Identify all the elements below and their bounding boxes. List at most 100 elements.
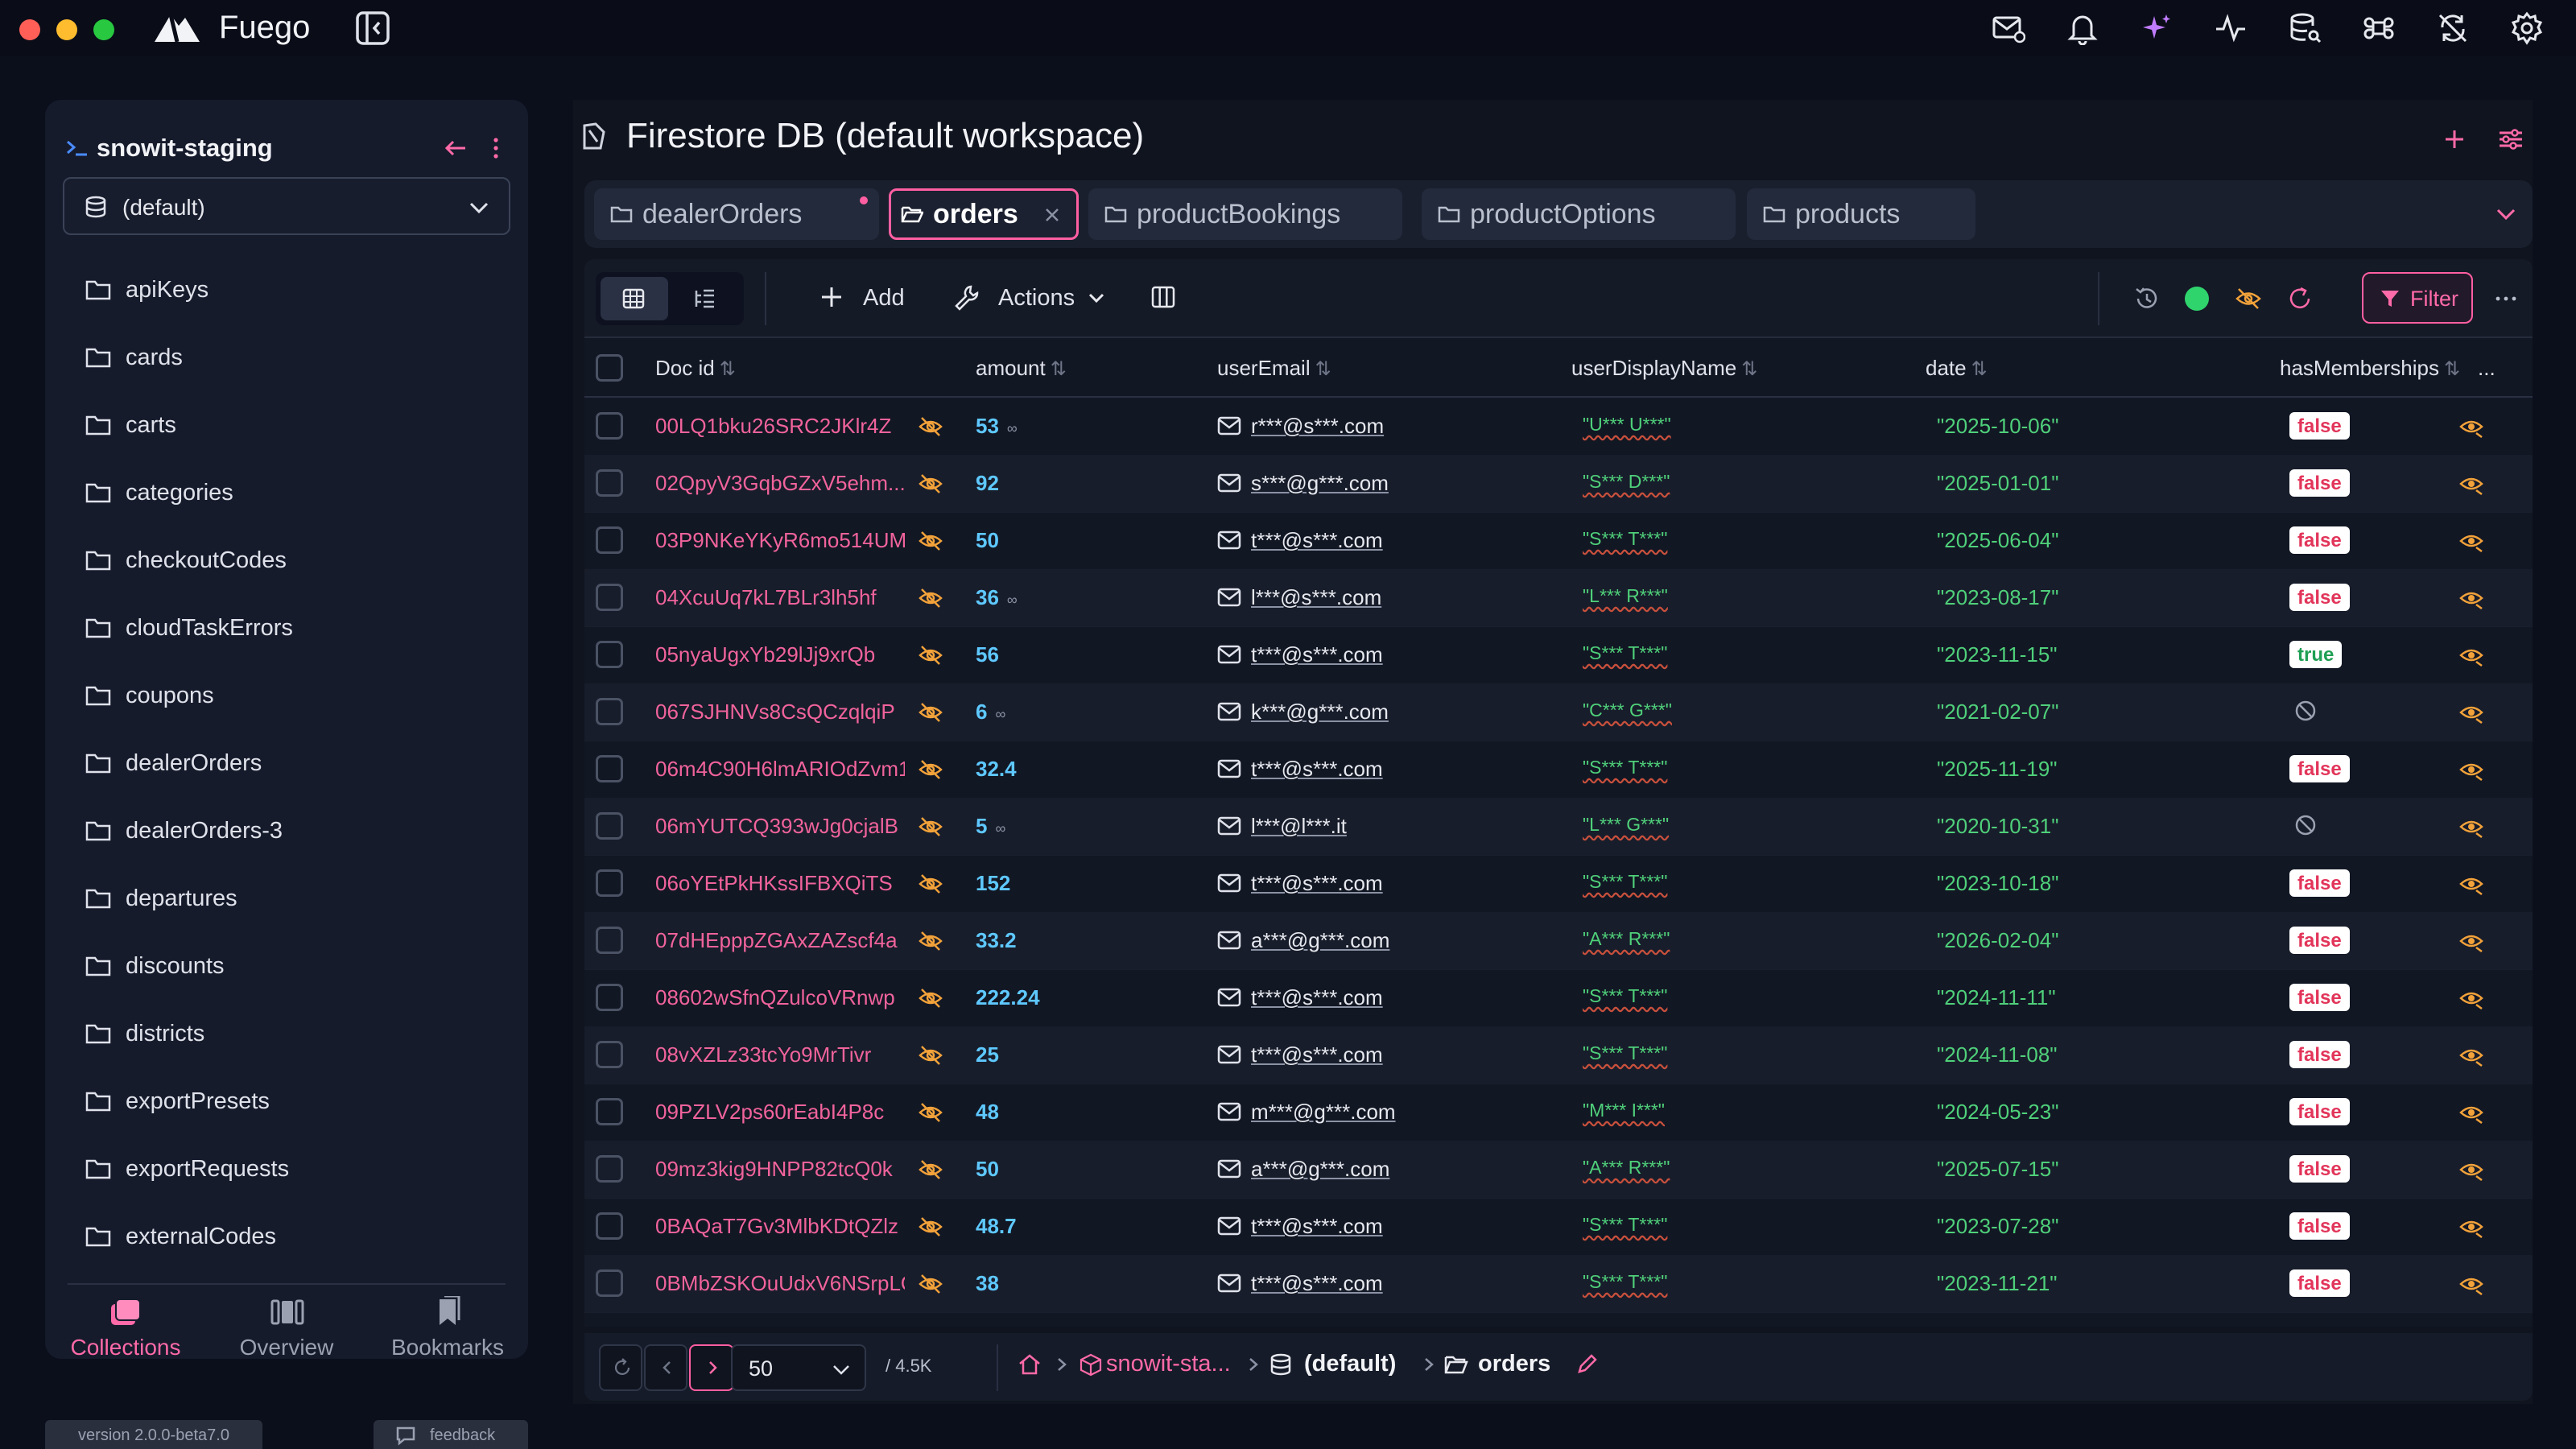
date-cell[interactable]: "2025-06-04" (1937, 528, 2059, 552)
eye-off-icon[interactable] (918, 585, 943, 611)
column-header-hasMemberships[interactable]: hasMemberships ⇅ (2280, 356, 2460, 381)
sidebar-item-exportRequests[interactable]: exportRequests (85, 1146, 504, 1214)
breadcrumb-project[interactable]: snowit-sta... (1106, 1351, 1231, 1377)
doc-id-link[interactable]: 06mYUTCQ393wJg0cjalB (655, 814, 899, 838)
display-name-cell[interactable]: "S*** T***" (1583, 1271, 1668, 1292)
display-name-cell[interactable]: "S*** T***" (1583, 642, 1668, 663)
tab-products[interactable]: products (1747, 188, 1975, 240)
row-checkbox[interactable] (596, 1041, 623, 1068)
doc-id-link[interactable]: 08602wSfnQZulcoVRnwp (655, 985, 895, 1009)
column-header-userEmail[interactable]: userEmail ⇅ (1217, 356, 1331, 381)
amount-cell[interactable]: 152 (976, 871, 1010, 896)
eye-off-icon[interactable] (918, 414, 943, 440)
tabs-overflow-chevron-icon[interactable] (2494, 203, 2518, 225)
row-open-icon[interactable] (2458, 414, 2484, 440)
sidebar-item-carts[interactable]: carts (85, 402, 504, 470)
display-name-cell[interactable]: "S*** T***" (1583, 985, 1668, 1006)
table-row[interactable]: 08602wSfnQZulcoVRnwp 222.24 t***@s***.com "… (584, 969, 2533, 1027)
date-cell[interactable]: "2023-08-17" (1937, 585, 2059, 609)
table-row[interactable]: 067SJHNVs8CsQCzqlqiP 6 ∞ k***@g***.com "C***… (584, 683, 2533, 741)
email-link[interactable]: t***@s***.com (1251, 871, 1383, 895)
nav-bookmarks[interactable]: Bookmarks (367, 1291, 528, 1360)
email-link[interactable]: r***@s***.com (1251, 414, 1385, 438)
add-tab-icon[interactable] (2442, 127, 2467, 151)
row-open-icon[interactable] (2458, 985, 2484, 1011)
date-cell[interactable]: "2024-05-23" (1937, 1100, 2059, 1124)
display-name-cell[interactable]: "L*** G***" (1583, 814, 1670, 835)
amount-cell[interactable]: 5 ∞ (976, 814, 1005, 839)
column-header-more[interactable]: ... (2478, 356, 2496, 381)
table-row[interactable]: 00LQ1bku26SRC2JKlr4Z 53 ∞ r***@s***.com "U**… (584, 398, 2533, 456)
doc-id-link[interactable]: 067SJHNVs8CsQCzqlqiP (655, 700, 895, 724)
doc-id-link[interactable]: 03P9NKeYKyR6mo514UMy (655, 528, 905, 552)
more-vertical-icon[interactable] (483, 135, 509, 161)
sidebar-item-cloudTaskErrors[interactable]: cloudTaskErrors (85, 605, 504, 673)
eye-off-icon[interactable] (918, 1042, 943, 1068)
email-link[interactable]: t***@s***.com (1251, 642, 1383, 667)
sliders-icon[interactable] (2497, 127, 2524, 151)
row-checkbox[interactable] (596, 1098, 623, 1125)
window-zoom-button[interactable] (93, 19, 114, 40)
amount-cell[interactable]: 56 (976, 642, 999, 667)
tree-view-button[interactable] (671, 277, 739, 320)
more-horizontal-icon[interactable] (2492, 285, 2520, 312)
add-document-button[interactable]: Add (818, 277, 914, 320)
tab-productOptions[interactable]: productOptions (1422, 188, 1736, 240)
eye-off-icon[interactable] (918, 814, 943, 840)
eye-off-icon[interactable] (2235, 285, 2262, 312)
table-row[interactable]: 09mz3kig9HNPP82tcQ0k 50 a***@g***.com "A***… (584, 1141, 2533, 1199)
feedback-button[interactable]: feedback (374, 1420, 528, 1449)
tab-productBookings[interactable]: productBookings (1088, 188, 1402, 240)
email-link[interactable]: s***@g***.com (1251, 471, 1389, 495)
display-name-cell[interactable]: "U*** U***" (1583, 414, 1671, 435)
settings-icon[interactable] (2510, 11, 2544, 45)
row-open-icon[interactable] (2458, 642, 2484, 668)
email-link[interactable]: t***@s***.com (1251, 1214, 1383, 1238)
amount-cell[interactable]: 92 (976, 471, 999, 496)
table-row[interactable]: 02QpyV3GqbGZxV5ehm... 92 s***@g***.com "S**… (584, 455, 2533, 513)
date-cell[interactable]: "2025-10-06" (1937, 414, 2059, 438)
breadcrumb-collection[interactable]: orders (1478, 1351, 1551, 1377)
pencil-icon[interactable] (1575, 1352, 1599, 1377)
row-checkbox[interactable] (596, 412, 623, 440)
reload-page-button[interactable] (599, 1344, 642, 1391)
sidebar-toggle-icon[interactable] (354, 10, 391, 47)
date-cell[interactable]: "2024-11-11" (1937, 985, 2056, 1009)
nav-overview[interactable]: Overview (206, 1291, 367, 1360)
table-row[interactable]: 06oYEtPkHKssIFBXQiTS 152 t***@s***.com "S**… (584, 855, 2533, 913)
row-checkbox[interactable] (596, 584, 623, 611)
database-search-icon[interactable] (2288, 11, 2322, 45)
amount-cell[interactable]: 33.2 (976, 928, 1017, 953)
prev-page-button[interactable] (644, 1344, 687, 1391)
row-open-icon[interactable] (2458, 700, 2484, 725)
eye-off-icon[interactable] (918, 1100, 943, 1125)
display-name-cell[interactable]: "C*** G***" (1583, 700, 1672, 720)
eye-off-icon[interactable] (918, 471, 943, 497)
next-page-button[interactable] (689, 1344, 734, 1391)
column-header-date[interactable]: date ⇅ (1926, 356, 1988, 381)
row-open-icon[interactable] (2458, 528, 2484, 554)
mail-question-icon[interactable] (1992, 11, 2025, 45)
display-name-cell[interactable]: "S*** T***" (1583, 757, 1668, 778)
nav-collections[interactable]: Collections (45, 1291, 206, 1360)
row-open-icon[interactable] (2458, 585, 2484, 611)
display-name-cell[interactable]: "A*** R***" (1583, 1157, 1670, 1178)
display-name-cell[interactable]: "S*** T***" (1583, 1042, 1668, 1063)
doc-id-link[interactable]: 07dHEpppZGAxZAZscf4a (655, 928, 898, 952)
eye-off-icon[interactable] (918, 700, 943, 725)
home-icon[interactable] (1018, 1352, 1042, 1377)
sync-off-icon[interactable] (2436, 11, 2470, 45)
activity-icon[interactable] (2214, 11, 2248, 45)
amount-cell[interactable]: 36 ∞ (976, 585, 1018, 610)
email-link[interactable]: l***@l***.it (1251, 814, 1347, 838)
window-close-button[interactable] (19, 19, 40, 40)
amount-cell[interactable]: 50 (976, 528, 999, 553)
eye-off-icon[interactable] (918, 642, 943, 668)
column-header-userDisplayName[interactable]: userDisplayName ⇅ (1571, 356, 1757, 381)
date-cell[interactable]: "2024-11-08" (1937, 1042, 2058, 1067)
row-open-icon[interactable] (2458, 1214, 2484, 1240)
live-status-indicator[interactable] (2185, 287, 2209, 311)
sidebar-item-dealerOrders-3[interactable]: dealerOrders-3 (85, 808, 504, 876)
doc-id-link[interactable]: 0BMbZSKOuUdxV6NSrpLO (655, 1271, 905, 1295)
row-open-icon[interactable] (2458, 928, 2484, 954)
